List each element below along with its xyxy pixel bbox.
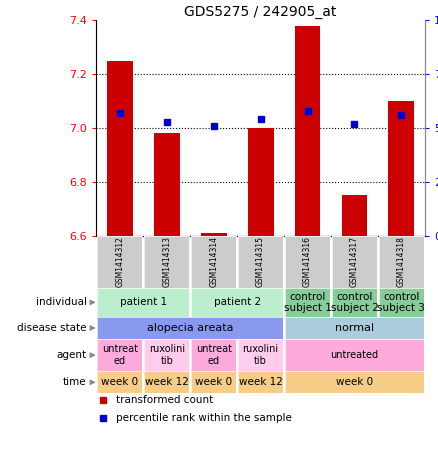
Bar <box>154 133 180 236</box>
Text: GSM1414312: GSM1414312 <box>115 236 124 287</box>
Text: individual: individual <box>36 297 87 308</box>
Text: GSM1414316: GSM1414316 <box>303 236 312 287</box>
Text: week 0: week 0 <box>101 377 138 387</box>
Text: GSM1414315: GSM1414315 <box>256 236 265 287</box>
Text: alopecia areata: alopecia areata <box>147 323 233 333</box>
Text: ruxolini
tib: ruxolini tib <box>148 344 185 366</box>
Text: ruxolini
tib: ruxolini tib <box>243 344 279 366</box>
Text: control
subject 3: control subject 3 <box>378 292 425 313</box>
Text: control
subject 1: control subject 1 <box>283 292 332 313</box>
Text: week 0: week 0 <box>195 377 232 387</box>
Bar <box>295 26 321 236</box>
Text: percentile rank within the sample: percentile rank within the sample <box>116 413 292 423</box>
Text: time: time <box>63 377 87 387</box>
Bar <box>389 101 414 236</box>
Bar <box>201 233 226 236</box>
Title: GDS5275 / 242905_at: GDS5275 / 242905_at <box>184 5 337 19</box>
Text: patient 2: patient 2 <box>214 297 261 308</box>
Text: GSM1414317: GSM1414317 <box>350 236 359 287</box>
Text: patient 1: patient 1 <box>120 297 167 308</box>
Text: GSM1414318: GSM1414318 <box>397 236 406 287</box>
Text: untreated: untreated <box>330 350 378 360</box>
Text: control
subject 2: control subject 2 <box>331 292 378 313</box>
Bar <box>248 128 273 236</box>
Text: transformed count: transformed count <box>116 395 213 405</box>
Text: week 12: week 12 <box>239 377 283 387</box>
Bar <box>342 195 367 236</box>
Text: week 0: week 0 <box>336 377 373 387</box>
Bar <box>107 61 133 236</box>
Text: untreat
ed: untreat ed <box>196 344 232 366</box>
Text: untreat
ed: untreat ed <box>102 344 138 366</box>
Text: week 12: week 12 <box>145 377 189 387</box>
Text: GSM1414313: GSM1414313 <box>162 236 171 287</box>
Text: GSM1414314: GSM1414314 <box>209 236 218 287</box>
Text: normal: normal <box>335 323 374 333</box>
Text: agent: agent <box>57 350 87 360</box>
Text: disease state: disease state <box>17 323 87 333</box>
